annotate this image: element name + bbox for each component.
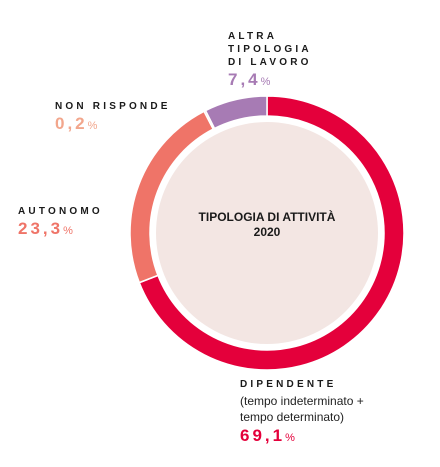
value-unit: % (63, 225, 73, 237)
donut-slice (204, 95, 268, 130)
slice-label: DIPENDENTE (tempo indeterminato + tempo d… (240, 378, 390, 449)
value-label: 69,1% (240, 425, 390, 449)
slice-label: ALTRA TIPOLOGIA DI LAVORO 7,4% (228, 30, 328, 93)
slice-label: AUTONOMO 23,3% (18, 205, 138, 242)
chart-title: TIPOLOGIA DI ATTIVITÀ 2020 (198, 210, 336, 239)
value-number: 7,4 (228, 70, 261, 89)
category-label: ALTRA TIPOLOGIA DI LAVORO (228, 31, 312, 68)
slice-label: NON RISPONDE 0,2% (55, 100, 215, 137)
value-label: 23,3% (18, 218, 138, 242)
value-unit: % (87, 120, 98, 132)
category-label: NON RISPONDE (55, 101, 171, 112)
value-unit: % (285, 432, 295, 444)
value-label: 7,4% (228, 69, 328, 93)
category-label: DIPENDENTE (240, 379, 337, 390)
inner-disc (156, 122, 378, 344)
value-label: 0,2% (55, 113, 215, 137)
annotation: (tempo indeterminato + tempo determinato… (240, 394, 364, 424)
value-unit: % (260, 76, 271, 88)
value-number: 23,3 (18, 219, 64, 238)
value-number: 69,1 (240, 426, 286, 445)
category-label: AUTONOMO (18, 206, 103, 217)
value-number: 0,2 (55, 114, 88, 133)
